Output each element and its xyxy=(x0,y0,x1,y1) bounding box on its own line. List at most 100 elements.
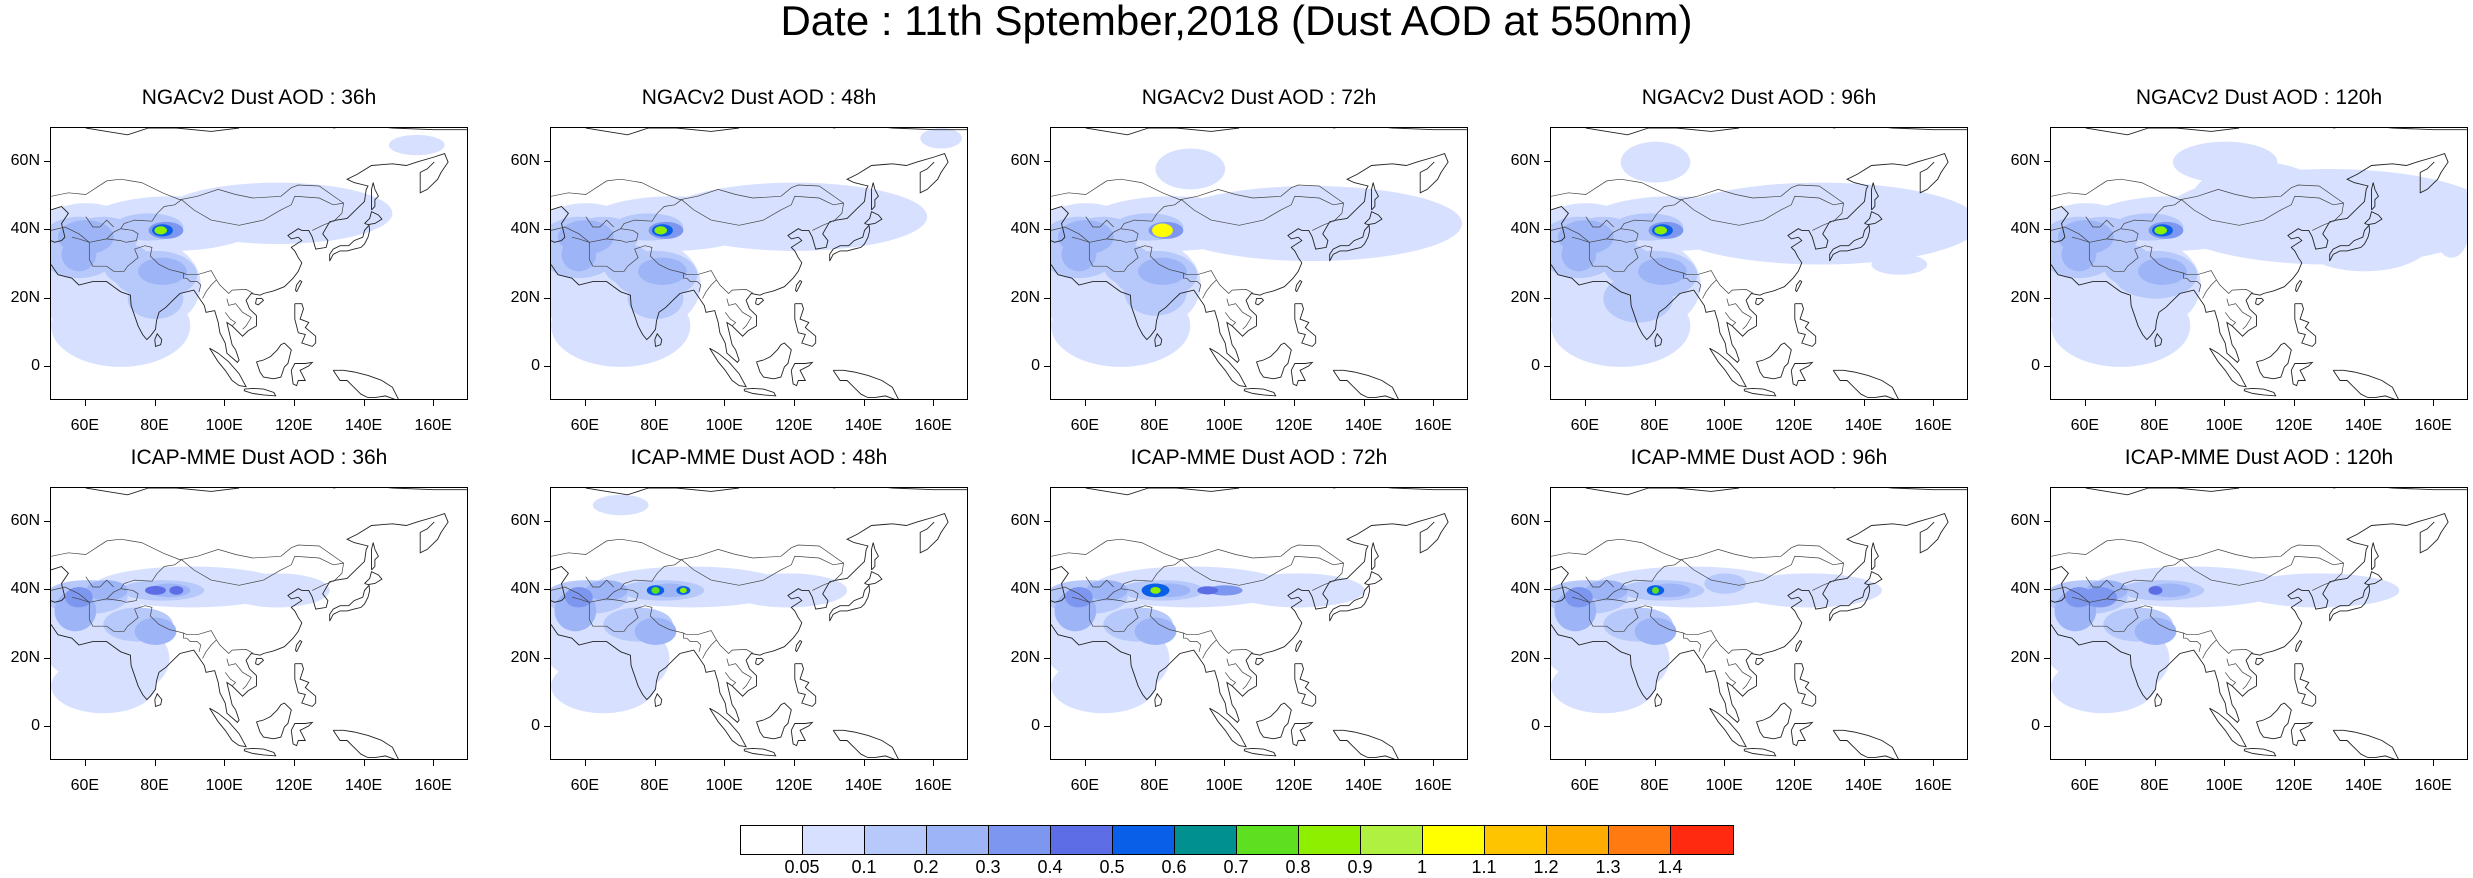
colorbar-label: 1 xyxy=(1416,857,1427,877)
coastline xyxy=(1709,707,1747,748)
country-border xyxy=(312,221,332,231)
coastline xyxy=(2255,297,2265,306)
colorbar-label: 0.4 xyxy=(1037,857,1063,877)
lat-tick xyxy=(2044,229,2050,231)
coastline xyxy=(2256,702,2292,740)
coastline xyxy=(2051,565,2069,603)
lon-label: 80E xyxy=(640,777,669,794)
lat-label: 20N xyxy=(1510,288,1540,306)
country-border xyxy=(226,658,252,690)
coastline xyxy=(1585,128,1740,136)
coastline xyxy=(2256,342,2292,380)
panel-title: NGACv2 Dust AOD : 120h xyxy=(2135,86,2383,109)
colorbar-label: 0.8 xyxy=(1285,857,1311,877)
colorbar-swatch xyxy=(1671,826,1733,854)
coastline xyxy=(256,342,292,380)
dust-field-cell xyxy=(1064,586,1093,608)
dust-field-cell xyxy=(2190,162,2330,245)
coastline xyxy=(243,747,277,757)
country-border xyxy=(2226,298,2252,330)
country-border xyxy=(71,596,90,603)
coastline xyxy=(756,342,792,380)
dust-aod-map xyxy=(1551,128,1967,399)
lon-tick xyxy=(363,760,365,766)
dust-field-cell xyxy=(651,586,660,594)
dust-field-cell xyxy=(2294,203,2435,272)
coastline xyxy=(2290,361,2314,387)
coastline xyxy=(2255,657,2265,666)
coastline xyxy=(1551,513,1949,724)
lon-tick xyxy=(1433,760,1435,766)
country-border xyxy=(2106,588,2121,600)
lon-label: 120E xyxy=(775,417,813,434)
lon-tick xyxy=(1933,760,1935,766)
dust-aod-map xyxy=(51,128,467,399)
colorbar-label: 0.1 xyxy=(851,857,877,877)
lon-label: 160E xyxy=(914,417,952,434)
country-border xyxy=(2312,581,2332,591)
coastline xyxy=(551,565,569,603)
coastline xyxy=(1551,153,1949,364)
panel-title: ICAP-MME Dust AOD : 72h xyxy=(1130,446,1388,469)
coastline xyxy=(585,488,740,496)
coastline xyxy=(1294,303,1317,347)
lat-label: 0 xyxy=(31,356,40,374)
coastline xyxy=(1864,570,1883,586)
lon-tick xyxy=(154,400,156,406)
coastline xyxy=(1790,721,1814,747)
colorbar-label: 1.1 xyxy=(1471,857,1497,877)
coastline xyxy=(1364,210,1383,226)
colorbar-swatch xyxy=(1485,826,1547,854)
coastline xyxy=(295,639,303,653)
panel-title: ICAP-MME Dust AOD : 36h xyxy=(130,446,388,469)
lon-tick xyxy=(84,400,86,406)
coastline xyxy=(551,513,949,724)
dust-field-cell xyxy=(1150,586,1161,594)
dust-field-cell xyxy=(2134,617,2177,645)
colorbar-swatch xyxy=(1423,826,1485,854)
dust-field-cell xyxy=(654,226,667,235)
coastline xyxy=(255,297,265,306)
dust-field-cell xyxy=(561,237,597,272)
coastline xyxy=(85,488,240,496)
lon-label: 120E xyxy=(1775,777,1813,794)
country-border xyxy=(726,298,752,330)
coastline xyxy=(371,542,379,571)
lon-tick xyxy=(1863,400,1865,406)
lat-tick xyxy=(1044,589,1050,591)
lon-label: 60E xyxy=(1070,777,1100,794)
dust-field-cell xyxy=(1051,658,1156,714)
country-border xyxy=(1051,555,1345,603)
country-border xyxy=(1085,216,1114,228)
lat-tick xyxy=(2044,725,2050,727)
coastline xyxy=(1329,224,1371,262)
coastline xyxy=(1333,128,1467,131)
colorbar-swatch xyxy=(1051,826,1113,854)
colorbar-swatch xyxy=(1299,826,1361,854)
coastline xyxy=(1256,702,1292,740)
dust-field-cell xyxy=(638,257,687,285)
country-border xyxy=(1724,672,1737,687)
lat-label: 60N xyxy=(10,512,40,530)
dust-aod-map xyxy=(551,128,967,399)
country-border xyxy=(683,633,702,652)
lat-tick xyxy=(1044,365,1050,367)
dust-field-cell xyxy=(1634,617,1677,645)
country-border xyxy=(85,216,114,228)
lon-tick xyxy=(1654,400,1656,406)
coastline xyxy=(1832,729,1899,759)
coastline xyxy=(1332,729,1399,759)
lon-tick xyxy=(1293,760,1295,766)
country-border xyxy=(2071,596,2090,603)
country-border xyxy=(1588,602,1754,654)
ngac-panel-5: NGACv2 Dust AOD : 120h 60N 40N 20N 0 60E 80E 10… xyxy=(2011,87,2468,434)
coastline xyxy=(1332,369,1399,399)
lon-label: 160E xyxy=(914,777,952,794)
coastline xyxy=(795,639,803,653)
country-border xyxy=(2088,602,2254,654)
country-border xyxy=(1571,236,1590,243)
lat-label: 60N xyxy=(2010,152,2040,170)
coastline xyxy=(1329,584,1371,622)
lat-tick xyxy=(1044,161,1050,163)
country-border xyxy=(1202,639,1217,659)
